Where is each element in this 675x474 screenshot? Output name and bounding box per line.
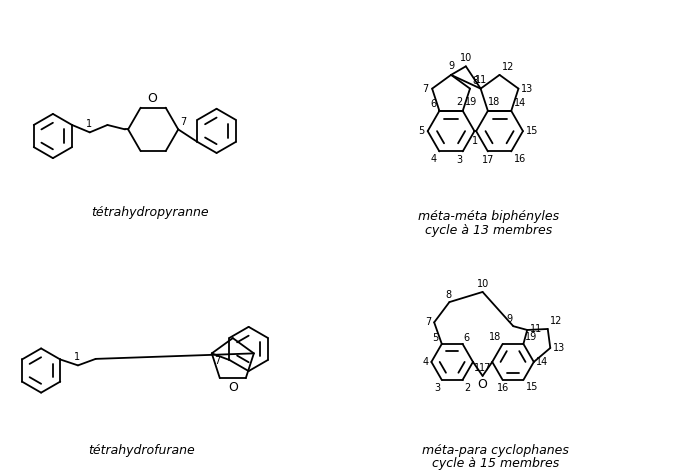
Text: 10: 10 <box>477 279 489 290</box>
Text: O: O <box>146 92 157 105</box>
Text: 4: 4 <box>423 357 429 367</box>
Text: 7: 7 <box>180 117 186 127</box>
Text: 8: 8 <box>472 76 479 86</box>
Text: 7: 7 <box>423 83 429 94</box>
Text: méta-méta biphényles: méta-méta biphényles <box>418 210 559 223</box>
Text: 17: 17 <box>479 363 491 373</box>
Text: 13: 13 <box>521 83 533 94</box>
Text: 12: 12 <box>549 317 562 327</box>
Text: 3: 3 <box>435 383 441 393</box>
Text: 3: 3 <box>456 155 462 165</box>
Text: 19: 19 <box>524 332 537 342</box>
Text: 6: 6 <box>464 333 470 343</box>
Text: 15: 15 <box>526 382 539 392</box>
Text: 16: 16 <box>514 154 526 164</box>
Text: 19: 19 <box>465 98 477 108</box>
Text: méta-para cyclophanes: méta-para cyclophanes <box>422 444 569 457</box>
Text: 6: 6 <box>431 99 437 109</box>
Text: 9: 9 <box>506 314 512 324</box>
Text: 16: 16 <box>497 383 509 393</box>
Text: 1: 1 <box>472 136 479 146</box>
Text: tétrahydrofurane: tétrahydrofurane <box>88 444 195 456</box>
Text: tétrahydropyranne: tétrahydropyranne <box>91 206 209 219</box>
Text: 7: 7 <box>425 318 431 328</box>
Text: 2: 2 <box>464 383 470 393</box>
Text: 1: 1 <box>475 363 481 373</box>
Text: 5: 5 <box>433 333 439 343</box>
Text: cycle à 15 membres: cycle à 15 membres <box>431 457 559 470</box>
Text: 13: 13 <box>553 343 565 353</box>
Text: 8: 8 <box>445 290 451 300</box>
Text: 1: 1 <box>74 352 80 362</box>
Text: 7: 7 <box>214 356 220 366</box>
Text: 14: 14 <box>514 98 526 108</box>
Text: 14: 14 <box>537 357 549 367</box>
Text: 11: 11 <box>475 75 487 85</box>
Text: 11: 11 <box>530 324 542 334</box>
Text: cycle à 13 membres: cycle à 13 membres <box>425 225 551 237</box>
Text: 9: 9 <box>448 62 454 72</box>
Text: 12: 12 <box>502 62 514 72</box>
Text: O: O <box>478 378 487 391</box>
Text: 10: 10 <box>460 54 472 64</box>
Text: 15: 15 <box>526 126 538 136</box>
Text: 2: 2 <box>456 98 462 108</box>
Text: 18: 18 <box>489 98 501 108</box>
Text: 5: 5 <box>418 126 425 136</box>
Text: O: O <box>228 381 238 394</box>
Text: 4: 4 <box>431 154 437 164</box>
Text: 1: 1 <box>86 118 92 128</box>
Text: 18: 18 <box>489 332 502 342</box>
Text: 17: 17 <box>482 155 494 165</box>
